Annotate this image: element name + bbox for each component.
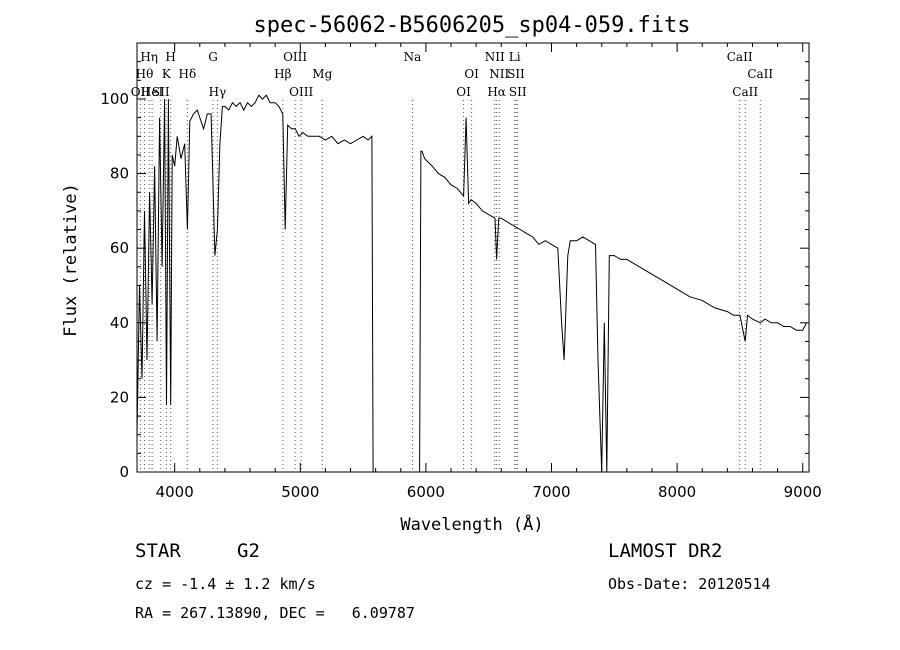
y-axis-label: Flux (relative) bbox=[61, 183, 81, 337]
spectral-line-label: NII bbox=[485, 50, 505, 64]
spectral-line-label: OIII bbox=[289, 85, 313, 99]
plot-frame bbox=[136, 42, 810, 473]
spectral-line-label: Hθ bbox=[136, 67, 154, 81]
y-tick-label: 40 bbox=[110, 314, 129, 332]
x-axis-label: Wavelength (Å) bbox=[400, 513, 543, 535]
y-tick-label: 80 bbox=[110, 165, 129, 183]
spectral-line-label: Na bbox=[404, 50, 422, 64]
axes: 4000 5000 6000 7000 8000 9000 0 20 40 60 80 100 bbox=[100, 42, 822, 501]
spectral-line-label: H bbox=[165, 50, 175, 64]
object-class: STAR bbox=[135, 540, 181, 562]
spectral-line-label: NII bbox=[489, 67, 509, 81]
spectral-line-label: Hδ bbox=[179, 67, 197, 81]
spectral-line-label: HeI bbox=[141, 85, 164, 99]
y-tick-label: 20 bbox=[110, 388, 129, 406]
y-tick-label: 60 bbox=[110, 239, 129, 257]
spectral-line-label: Hη bbox=[140, 50, 158, 64]
spectral-line-label: CaII bbox=[732, 85, 758, 99]
survey-name: LAMOST DR2 bbox=[608, 540, 723, 562]
spectral-line-label: Li bbox=[509, 50, 521, 64]
x-tick-label: 4000 bbox=[156, 483, 194, 501]
redshift-cz: cz = -1.4 ± 1.2 km/s bbox=[135, 575, 316, 593]
chart-title: spec-56062-B5606205_sp04-059.fits bbox=[253, 13, 690, 38]
spectral-line-label: CaII bbox=[747, 67, 773, 81]
spectral-line-label: Hα bbox=[487, 85, 506, 99]
spectrum-line-group bbox=[136, 94, 807, 473]
spectral-line-label: CaII bbox=[727, 50, 753, 64]
x-tick-label: 9000 bbox=[784, 483, 822, 501]
spectral-line-label: G bbox=[208, 50, 218, 64]
x-tick-label: 5000 bbox=[281, 483, 319, 501]
spectral-line-label: K bbox=[162, 67, 172, 81]
spectral-line-label: SII bbox=[152, 85, 170, 99]
spectral-line-label: Hγ bbox=[209, 85, 227, 99]
spectral-line-markers: OIIHθHηHeISIIKHHδGHγHβOIIIOIIIMgNaOIOINI… bbox=[131, 50, 773, 472]
y-tick-label: 100 bbox=[100, 90, 129, 108]
observation-date: Obs-Date: 20120514 bbox=[608, 575, 771, 593]
spectral-line-label: Mg bbox=[312, 67, 332, 81]
x-tick-label: 8000 bbox=[658, 483, 696, 501]
y-tick-label: 0 bbox=[119, 463, 129, 481]
coordinates: RA = 267.13890, DEC = 6.09787 bbox=[135, 604, 415, 622]
object-subclass: G2 bbox=[237, 540, 260, 562]
spectral-line-label: OI bbox=[464, 67, 479, 81]
spectral-line-label: OIII bbox=[283, 50, 307, 64]
x-tick-label: 6000 bbox=[407, 483, 445, 501]
spectrum-line bbox=[136, 94, 807, 473]
spectral-line-label: OI bbox=[456, 85, 471, 99]
spectral-line-label: Hβ bbox=[274, 67, 291, 81]
spectral-line-label: OII bbox=[131, 85, 151, 99]
spectral-line-label: SII bbox=[509, 85, 527, 99]
spectral-line-label: SII bbox=[507, 67, 525, 81]
x-tick-label: 7000 bbox=[532, 483, 570, 501]
